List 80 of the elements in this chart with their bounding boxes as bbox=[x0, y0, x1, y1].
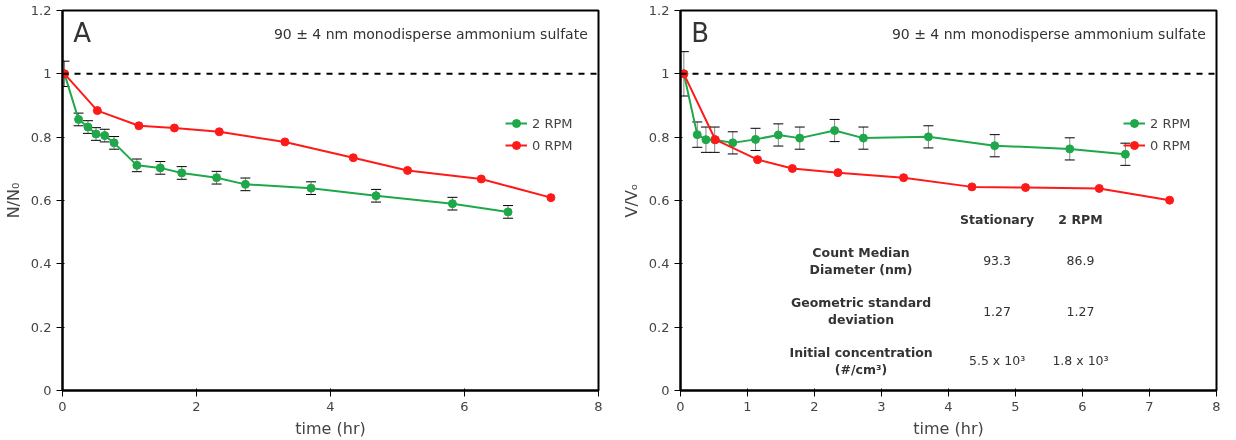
y-tick-label: 1 bbox=[661, 66, 670, 82]
x-tick-label: 8 bbox=[594, 398, 603, 414]
annotation: 90 ± 4 nm monodisperse ammonium sulfate bbox=[891, 25, 1206, 42]
point bbox=[403, 165, 413, 175]
y-tick-label: 0 bbox=[43, 383, 52, 398]
x-tick-label: 4 bbox=[944, 398, 953, 414]
x-tick-label: 6 bbox=[1078, 398, 1087, 414]
point bbox=[348, 153, 358, 163]
y-tick-label: 0.6 bbox=[648, 193, 670, 208]
y-axis-title: V/Vₒ bbox=[621, 183, 641, 218]
point bbox=[1065, 144, 1075, 154]
y-axis-title: N/N₀ bbox=[3, 182, 23, 219]
annotation: 5.5 x 10³ bbox=[969, 353, 1026, 369]
x-tick-label: 5 bbox=[1011, 398, 1020, 414]
x-axis-title: time (hr) bbox=[913, 418, 984, 438]
y-tick-label: 1.2 bbox=[30, 3, 52, 18]
point bbox=[1094, 183, 1104, 193]
point bbox=[858, 133, 868, 143]
point bbox=[923, 132, 933, 142]
x-tick-label: 4 bbox=[326, 398, 335, 414]
y-tick-label: 0.8 bbox=[30, 129, 52, 145]
point bbox=[280, 137, 290, 147]
annotation: Geometric standard deviation bbox=[790, 295, 932, 328]
legend-label: 0 RPM bbox=[532, 137, 573, 153]
y-tick-label: 0 bbox=[661, 383, 670, 398]
y-tick-label: 0.8 bbox=[648, 129, 670, 145]
annotation: 90 ± 4 nm monodisperse ammonium sulfate bbox=[273, 25, 588, 42]
x-tick-label: 2 bbox=[810, 398, 819, 414]
annotation: 2 RPM bbox=[1058, 212, 1103, 228]
point bbox=[833, 168, 843, 178]
annotation: A bbox=[73, 18, 92, 49]
x-tick-label: 2 bbox=[192, 398, 201, 414]
x-tick-label: 7 bbox=[1145, 398, 1154, 414]
point bbox=[787, 164, 797, 174]
x-axis-title: time (hr) bbox=[295, 418, 366, 438]
annotation: Count Median Diameter (nm) bbox=[809, 244, 913, 278]
point bbox=[169, 123, 179, 133]
point bbox=[701, 135, 711, 145]
point bbox=[1165, 195, 1175, 205]
point bbox=[753, 155, 763, 165]
point bbox=[773, 130, 783, 140]
y-tick-label: 0.2 bbox=[30, 319, 52, 335]
legend-label: 2 RPM bbox=[532, 115, 573, 131]
point bbox=[214, 127, 224, 137]
point bbox=[899, 173, 909, 183]
point bbox=[692, 130, 702, 140]
y-tick-label: 0.6 bbox=[30, 193, 52, 208]
annotation: 93.3 bbox=[983, 253, 1011, 269]
y-tick-label: 0.2 bbox=[648, 319, 670, 335]
x-tick-label: 6 bbox=[460, 398, 469, 414]
annotation: Stationary bbox=[960, 212, 1035, 228]
legend-label: 2 RPM bbox=[1150, 115, 1191, 131]
point bbox=[967, 182, 977, 192]
annotation: B bbox=[691, 18, 710, 49]
annotation: 1.27 bbox=[1066, 303, 1095, 319]
point bbox=[134, 121, 144, 131]
x-tick-label: 3 bbox=[877, 398, 886, 414]
legend-label: 0 RPM bbox=[1150, 137, 1191, 153]
y-tick-label: 1.2 bbox=[648, 3, 670, 18]
y-tick-label: 0.4 bbox=[30, 256, 52, 272]
point bbox=[546, 193, 556, 203]
point bbox=[92, 106, 102, 116]
point bbox=[990, 141, 1000, 151]
x-tick-label: 0 bbox=[676, 398, 685, 414]
point bbox=[1021, 183, 1031, 193]
point bbox=[795, 133, 805, 143]
annotation: 86.9 bbox=[1066, 253, 1095, 269]
annotation: Initial concentration (#/cm³) bbox=[789, 344, 933, 378]
y-tick-label: 1 bbox=[43, 66, 52, 82]
x-tick-label: 0 bbox=[58, 398, 67, 414]
point bbox=[476, 174, 486, 184]
point bbox=[728, 138, 738, 148]
point bbox=[1120, 149, 1130, 159]
x-tick-label: 1 bbox=[743, 398, 752, 414]
x-tick-label: 8 bbox=[1212, 398, 1221, 414]
point bbox=[751, 134, 761, 144]
y-tick-label: 0.4 bbox=[648, 256, 670, 272]
annotation: 1.8 x 10³ bbox=[1052, 353, 1109, 369]
annotation: 1.27 bbox=[983, 303, 1011, 319]
point bbox=[830, 126, 840, 136]
